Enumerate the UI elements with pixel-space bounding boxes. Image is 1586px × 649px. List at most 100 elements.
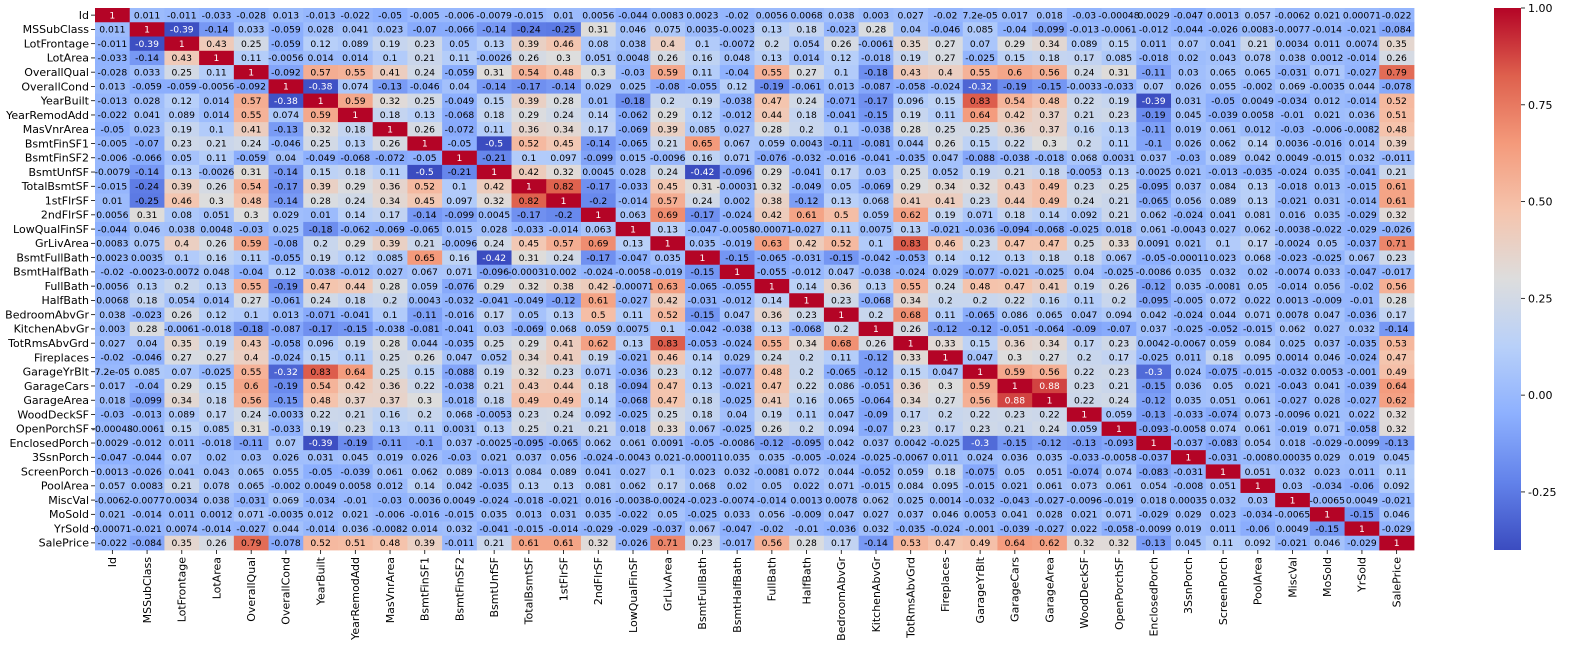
heatmap-cell xyxy=(1136,107,1172,123)
cell-value-label: -0.059 xyxy=(445,67,475,78)
cell-value-label: -0.02 xyxy=(760,524,784,535)
cell-value-label: 0.07 xyxy=(1178,39,1199,50)
cell-value-label: 0.048 xyxy=(724,53,750,64)
cell-value-label: 0.018 xyxy=(1141,495,1167,506)
heatmap-cell xyxy=(685,136,721,152)
column-tick-label: MSSubClass xyxy=(141,557,154,624)
cell-value-label: -0.041 xyxy=(445,324,475,335)
heatmap-cell xyxy=(650,8,686,23)
heatmap-cell xyxy=(789,50,825,66)
heatmap-cell xyxy=(1032,122,1068,137)
cell-value-label: 0.0013 xyxy=(790,495,822,506)
cell-value-label: 0.48 xyxy=(970,281,991,292)
cell-value-label: -0.021 xyxy=(1000,267,1030,278)
cell-value-label: 0.0091 xyxy=(652,438,684,449)
cell-value-label: 0.59 xyxy=(970,381,991,392)
heatmap-cell xyxy=(858,79,894,94)
cell-value-label: 0.075 xyxy=(134,239,160,250)
cell-value-label: -0.034 xyxy=(1243,510,1273,521)
cell-value-label: -0.038 xyxy=(861,267,891,278)
heatmap-cell xyxy=(95,79,131,94)
cell-value-label: -0.14 xyxy=(274,167,298,178)
cell-value-label: 0.04 xyxy=(137,338,158,349)
heatmap-cell xyxy=(1205,93,1241,109)
cell-value-label: 0.42 xyxy=(484,181,504,192)
cell-value-label: 0.23 xyxy=(970,424,991,435)
cell-value-label: -0.0086 xyxy=(719,438,755,449)
cell-value-label: 0.15 xyxy=(970,338,991,349)
heatmap-cell xyxy=(650,122,686,137)
cell-value-label: 0.13 xyxy=(519,481,540,492)
cell-value-label: 0.061 xyxy=(1141,224,1167,235)
heatmap-cell xyxy=(1275,36,1311,52)
heatmap-cell xyxy=(719,150,755,166)
cell-value-label: -0.095 xyxy=(1139,296,1169,307)
cell-value-label: 0.036 xyxy=(342,524,368,535)
heatmap-cell xyxy=(233,79,269,94)
cell-value-label: 0.53 xyxy=(900,538,921,549)
cell-value-label: 0.029 xyxy=(1175,510,1201,521)
cell-value-label: 0.04 xyxy=(727,410,748,421)
heatmap-cell xyxy=(1101,50,1137,66)
heatmap-cell xyxy=(1101,8,1137,23)
colorbar-tick-label: 0.25 xyxy=(1528,292,1553,305)
column-tick-label: BsmtHalfBath xyxy=(731,557,744,633)
cell-value-label: -0.025 xyxy=(202,367,232,378)
cell-value-label: 0.21 xyxy=(1109,196,1129,207)
heatmap-cell xyxy=(1066,93,1102,109)
cell-value-label: 0.029 xyxy=(724,353,750,364)
heatmap-cell xyxy=(164,22,200,37)
cell-value-label: 0.14 xyxy=(796,281,817,292)
cell-value-label: 0.13 xyxy=(484,424,505,435)
cell-value-label: 0.16 xyxy=(206,253,227,264)
cell-value-label: 0.31 xyxy=(588,25,608,36)
heatmap-cell xyxy=(928,150,964,166)
cell-value-label: -0.065 xyxy=(757,253,787,264)
cell-value-label: -0.014 xyxy=(202,524,232,535)
cell-value-label: 0.021 xyxy=(481,452,507,463)
heatmap-cell xyxy=(407,36,443,52)
cell-value-label: -0.15 xyxy=(274,395,298,406)
heatmap-cell xyxy=(685,93,721,109)
cell-value-label: -0.0096 xyxy=(1275,410,1311,421)
cell-value-label: -0.3 xyxy=(1145,367,1163,378)
cell-value-label: 0.061 xyxy=(1245,424,1271,435)
cell-value-label: 0.033 xyxy=(238,25,264,36)
heatmap-cell xyxy=(337,150,374,166)
cell-value-label: 0.024 xyxy=(1175,367,1201,378)
cell-value-label: -0.087 xyxy=(271,324,301,335)
cell-value-label: 0.045 xyxy=(342,452,368,463)
cell-value-label: 0.65 xyxy=(692,139,713,150)
cell-value-label: -0.033 xyxy=(514,224,544,235)
cell-value-label: 0.32 xyxy=(1386,410,1406,421)
cell-value-label: 0.0013 xyxy=(96,467,128,478)
cell-value-label: -0.15 xyxy=(691,267,715,278)
heatmap-cell xyxy=(407,93,443,109)
heatmap-cell xyxy=(1066,150,1102,166)
cell-value-label: -0.05 xyxy=(1211,96,1235,107)
cell-value-label: -0.017 xyxy=(1382,267,1412,278)
cell-value-label: 0.35 xyxy=(1386,39,1407,50)
cell-value-label: -0.068 xyxy=(445,110,475,121)
cell-value-label: 0.017 xyxy=(1002,10,1028,21)
cell-value-label: 0.035 xyxy=(1036,452,1062,463)
cell-value-label: 0.037 xyxy=(1141,153,1167,164)
cell-value-label: 0.032 xyxy=(1349,324,1375,335)
column-tick-label: OverallCond xyxy=(280,557,293,625)
cell-value-label: 0.044 xyxy=(412,338,438,349)
cell-value-label: 0.062 xyxy=(1245,224,1271,235)
heatmap-cell xyxy=(407,107,443,123)
cell-value-label: -0.17 xyxy=(274,181,298,192)
cell-value-label: 0.0029 xyxy=(96,438,128,449)
cell-value-label: -0.5 xyxy=(416,167,434,178)
heatmap-cell xyxy=(823,150,860,166)
cell-value-label: 0.047 xyxy=(724,310,750,321)
cell-value-label: 0.002 xyxy=(724,196,750,207)
heatmap-cell xyxy=(615,36,651,52)
cell-value-label: 0.056 xyxy=(550,452,576,463)
cell-value-label: 0.11 xyxy=(415,424,435,435)
cell-value-label: 1 xyxy=(1012,381,1018,392)
cell-value-label: 0.13 xyxy=(762,25,783,36)
cell-value-label: 0.0013 xyxy=(1276,296,1308,307)
cell-value-label: -0.034 xyxy=(1312,481,1342,492)
